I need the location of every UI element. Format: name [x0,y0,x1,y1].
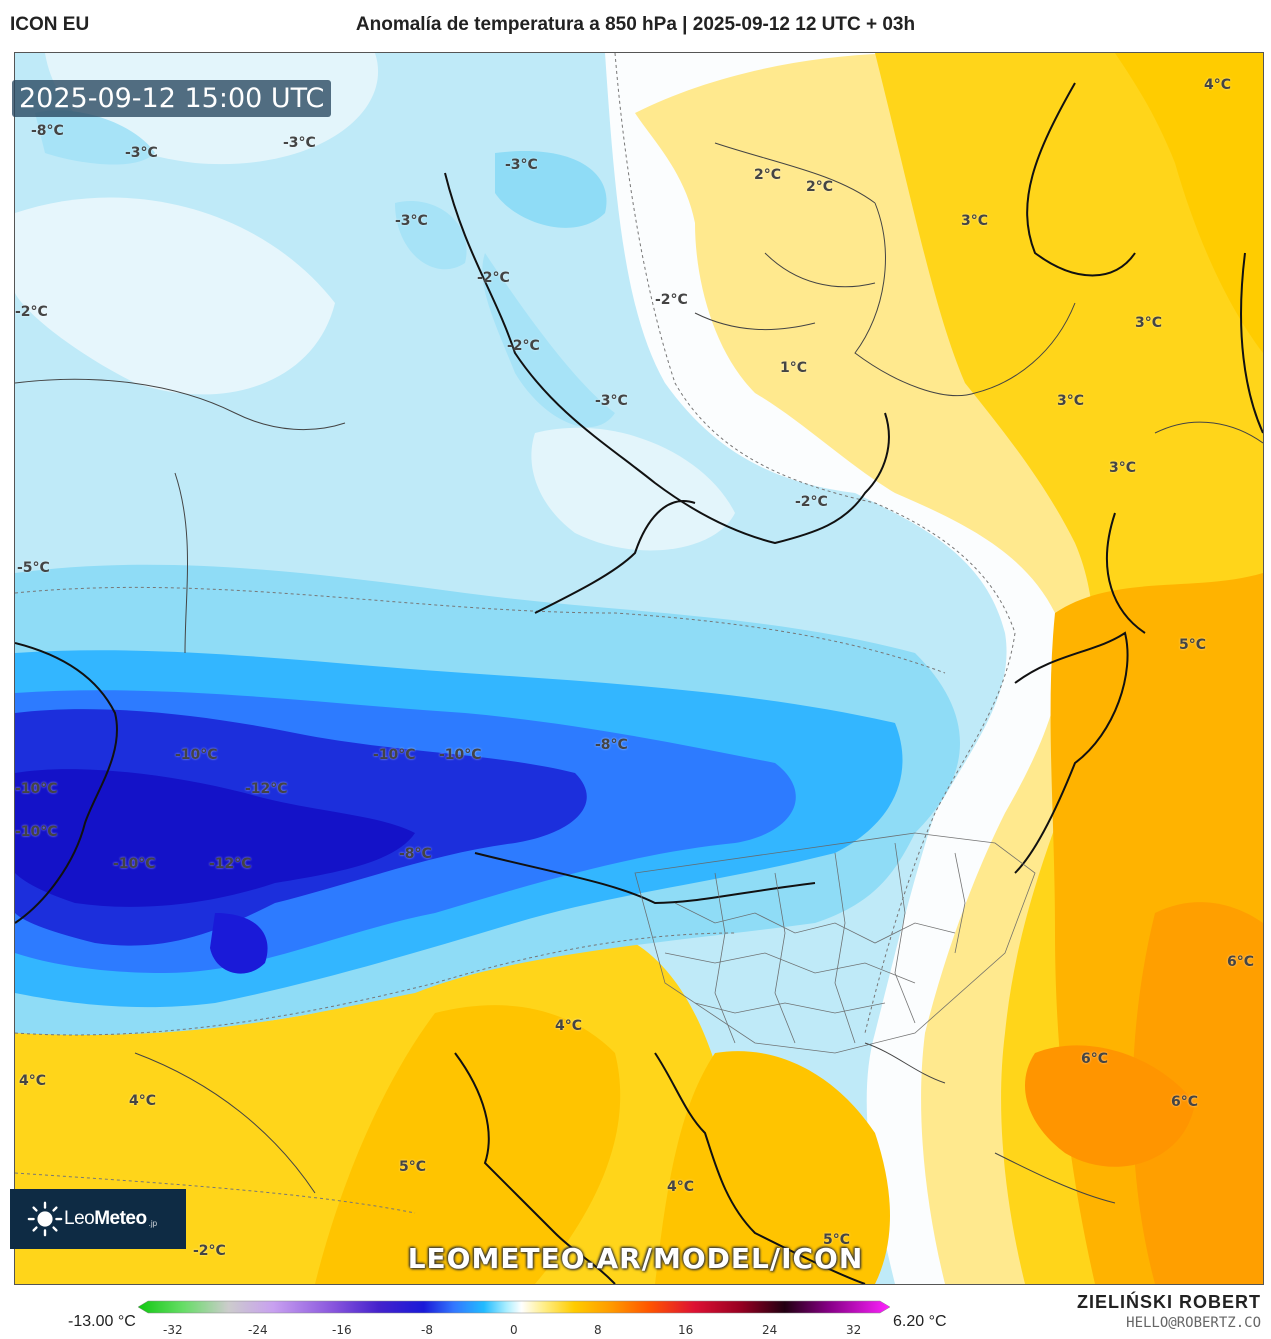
contour-label: -8°C [595,737,628,753]
contour-label: 6°C [1227,954,1255,970]
contour-label: -3°C [283,135,316,151]
contour-label: -2°C [477,270,510,286]
watermark-url: LEOMETEO.AR/MODEL/ICON [407,1242,864,1275]
colorbar-max-label: 6.20 °C [893,1313,947,1330]
author-name: ZIELIŃSKI ROBERT [1076,1292,1261,1312]
colorbar-tick: 0 [510,1323,518,1337]
author-email[interactable]: HELLO@ROBERTZ.CO [1126,1315,1261,1331]
colorbar-tick: 8 [594,1323,602,1337]
contour-label: 5°C [823,1232,851,1248]
chart-title: Anomalía de temperatura a 850 hPa | 2025… [355,14,916,35]
contour-label: -3°C [595,393,628,409]
contour-label: 4°C [19,1073,47,1089]
contour-label: -10°C [15,824,58,840]
contour-label: -2°C [795,494,828,510]
colorbar-tick: 16 [678,1323,694,1337]
contour-label: 3°C [961,213,989,229]
colorbar-tick: -32 [163,1323,183,1337]
contour-label: -2°C [507,338,540,354]
contour-label: 3°C [1109,460,1137,476]
contour-label: -10°C [439,747,482,763]
contour-label: -2°C [15,304,48,320]
contour-label: -3°C [125,145,158,161]
contour-label: 1°C [780,360,808,376]
contour-label: -12°C [245,781,288,797]
map-field [15,53,1263,1284]
colorbar-min-label: -13.00 °C [68,1313,136,1330]
contour-label: -5°C [17,560,50,576]
contour-label: 6°C [1081,1051,1109,1067]
colorbar-tick: -16 [332,1323,352,1337]
logo-text: LeoMeteo [64,1208,147,1229]
colorbar-tick: 32 [846,1323,862,1337]
contour-label: -10°C [175,747,218,763]
leometeo-logo[interactable]: LeoMeteo .jp [10,1189,186,1249]
contour-label: -10°C [113,856,156,872]
contour-label: -10°C [373,747,416,763]
contour-label: -2°C [655,292,688,308]
colorbar-tick: -24 [248,1323,268,1337]
contour-label: -10°C [15,781,58,797]
sun-icon [27,1201,63,1237]
colorbar [138,1300,890,1314]
author-credit: ZIELIŃSKI ROBERT HELLO@ROBERTZ.CO [1077,1292,1261,1331]
contour-label: 4°C [129,1093,157,1109]
contour-label: -8°C [399,846,432,862]
contour-label: 3°C [1135,315,1163,331]
temperature-anomaly-map[interactable]: -8°C -3°C -3°C -3°C -3°C -2°C -2°C -2°C … [14,52,1264,1285]
valid-time-stamp: 2025-09-12 15:00 UTC [12,80,332,117]
contour-label: -3°C [505,157,538,173]
contour-label: 5°C [1179,637,1207,653]
contour-label: -8°C [31,123,64,139]
contour-label: -2°C [193,1243,226,1259]
contour-label: 5°C [399,1159,427,1175]
contour-label: 4°C [555,1018,583,1034]
contour-label: 3°C [1057,393,1085,409]
contour-label: 4°C [1204,77,1232,93]
logo-suffix: .jp [148,1218,158,1228]
model-name: ICON EU [10,14,90,35]
contour-label: -3°C [395,213,428,229]
colorbar-tick: 24 [762,1323,778,1337]
contour-label: 4°C [667,1179,695,1195]
contour-label: 6°C [1171,1094,1199,1110]
contour-label: 2°C [754,167,782,183]
contour-label: -12°C [209,856,252,872]
contour-label: 2°C [806,179,834,195]
colorbar-tick: -8 [421,1323,433,1337]
